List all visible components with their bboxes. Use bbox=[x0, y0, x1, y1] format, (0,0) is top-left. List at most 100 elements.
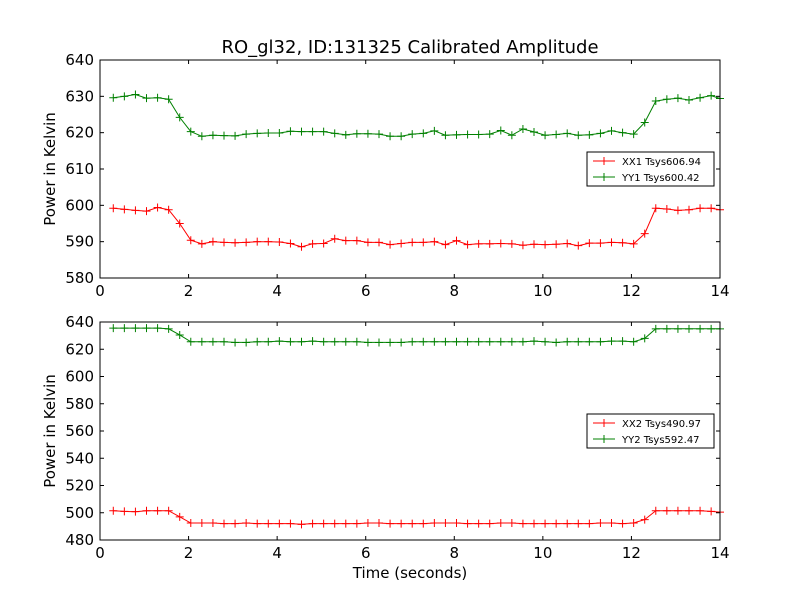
subplot-2-legend-label: YY2 Tsys592.47 bbox=[621, 435, 700, 446]
subplot-1-series-2-point bbox=[253, 129, 262, 138]
subplot-2-y-tick-label: 600 bbox=[65, 368, 94, 386]
subplot-1-series-2 bbox=[109, 90, 724, 141]
subplot-2-series-1-point bbox=[131, 507, 140, 516]
subplot-2-series-2-point bbox=[308, 337, 317, 346]
subplot-2-series-1-point bbox=[474, 519, 483, 528]
subplot-1-series-1-point bbox=[419, 238, 428, 247]
subplot-2-series-2-point bbox=[330, 337, 339, 346]
subplot-2-series-2-point bbox=[275, 337, 284, 346]
subplot-2-series-1-point bbox=[685, 506, 693, 515]
subplot-1-series-2-point bbox=[175, 113, 184, 122]
subplot-1-series-1-point bbox=[164, 205, 173, 214]
subplot-2-series-1-point bbox=[264, 519, 273, 528]
subplot-1-series-2-point bbox=[685, 95, 693, 104]
subplot-1-series-2-point bbox=[662, 95, 671, 104]
subplot-2-series-2-point bbox=[419, 337, 428, 346]
subplot-2-series-1-point bbox=[142, 506, 151, 515]
subplot-1-y-tick-label: 580 bbox=[65, 269, 94, 287]
subplot-2-series-2-point bbox=[563, 337, 572, 346]
subplot-1-series-1-point bbox=[297, 242, 306, 251]
subplot-2-legend-label: XX2 Tsys490.97 bbox=[622, 419, 701, 430]
subplot-2-series-1-point bbox=[220, 519, 228, 528]
subplot-2-series-2-point bbox=[109, 324, 118, 333]
subplot-1-series-2-point bbox=[286, 127, 295, 136]
subplot-2-series-1-point bbox=[463, 519, 472, 528]
subplot-1: 0 2 4 6 8 10 12 14 580 590 600 610 620 630 640 Power in… bbox=[41, 51, 730, 300]
subplot-1-series-2-point bbox=[186, 127, 195, 136]
subplot-1-series-2-point bbox=[275, 129, 284, 138]
subplot-1-series-1-point bbox=[496, 239, 505, 248]
subplot-1-legend-marker bbox=[600, 173, 608, 181]
subplot-1-series-1-point bbox=[319, 239, 328, 248]
subplot-2-series-2-point bbox=[696, 324, 705, 333]
subplot-2-series-2-point bbox=[685, 324, 693, 333]
subplot-2-x-tick-label: 12 bbox=[622, 544, 641, 562]
subplot-1-series-2-point bbox=[419, 129, 428, 138]
subplot-1-legend: XX1 Tsys606.94 YY1 Tsys600.42 bbox=[586, 151, 715, 187]
subplot-1-series-1-point bbox=[352, 236, 361, 245]
subplot-2-series-2-point bbox=[408, 337, 417, 346]
subplot-2-series-2-point bbox=[352, 337, 361, 346]
subplot-2-series-2-point bbox=[286, 337, 295, 346]
subplot-1-series-1-point bbox=[518, 241, 527, 250]
subplot-1-series-2-point bbox=[463, 130, 472, 139]
subplot-2-series-2-point bbox=[397, 338, 406, 347]
subplot-1-y-tick-label: 630 bbox=[65, 87, 94, 105]
subplot-1-series-1-point bbox=[541, 240, 550, 249]
subplot-2-series-2-point bbox=[441, 337, 450, 346]
subplot-1-series-1-point bbox=[308, 239, 317, 248]
subplot-2-series-1-point bbox=[673, 506, 682, 515]
subplot-1-series-1-point bbox=[585, 239, 594, 248]
subplot-1-series-1-point bbox=[629, 239, 638, 248]
subplot-2-series-1-point bbox=[363, 518, 372, 527]
subplot-2-series-1-point bbox=[563, 519, 572, 528]
subplot-1-series-2-point bbox=[164, 95, 173, 104]
subplot-2-series-2-point bbox=[618, 337, 627, 346]
subplot-1-series-1-point bbox=[430, 237, 439, 246]
subplot-1-series-2-point bbox=[352, 129, 361, 138]
figure-title: RO_gl32, ID:131325 Calibrated Amplitude bbox=[221, 37, 598, 58]
subplot-1-legend-label: XX1 Tsys606.94 bbox=[622, 157, 701, 168]
subplot-1-x-tick-label: 10 bbox=[533, 282, 552, 300]
subplot-1-series-2-point bbox=[452, 130, 461, 139]
subplot-2-series-1-point bbox=[430, 518, 439, 527]
subplot-2-series-1-point bbox=[319, 519, 328, 528]
subplot-2-series-1-point bbox=[275, 519, 284, 528]
subplot-1-series-1-point bbox=[673, 206, 682, 215]
subplot-1-legend-marker bbox=[600, 157, 608, 165]
subplot-2-x-tick-label: 2 bbox=[184, 544, 194, 562]
subplot-1-series-2-point bbox=[408, 130, 417, 139]
subplot-1-x-tick-label: 14 bbox=[710, 282, 729, 300]
subplot-2-series-2-point bbox=[375, 338, 383, 347]
subplot-2-legend-marker bbox=[600, 435, 608, 443]
subplot-2-series-2-point bbox=[186, 337, 195, 346]
subplot-2-series-2-point bbox=[319, 337, 328, 346]
subplot-1-series-2-point bbox=[707, 91, 716, 100]
subplot-1-series-2-point bbox=[131, 90, 140, 99]
subplot-2-series-2-point bbox=[253, 337, 262, 346]
subplot-2-series-1-point bbox=[651, 506, 660, 515]
subplot-1-series-2-point bbox=[231, 131, 240, 140]
subplot-1-legend-label: YY1 Tsys600.42 bbox=[621, 173, 700, 184]
subplot-2-series-2-point bbox=[131, 324, 140, 333]
subplot-1-series-2-point bbox=[297, 127, 306, 136]
subplot-2: 0 2 4 6 8 10 12 14 480 500 520 540 560 580 600 620 640 Po… bbox=[41, 313, 730, 582]
subplot-2-series-1-point bbox=[197, 518, 206, 527]
subplot-2-series-1-point bbox=[707, 507, 716, 516]
subplot-1-series-2-point bbox=[220, 131, 228, 140]
subplot-2-series-1-point bbox=[186, 518, 195, 527]
subplot-2-series-2-point bbox=[164, 324, 173, 333]
subplot-2-legend: XX2 Tsys490.97 YY2 Tsys592.47 bbox=[586, 413, 715, 449]
subplot-1-series-2-point bbox=[264, 129, 273, 138]
subplot-2-x-tick-label: 4 bbox=[272, 544, 282, 562]
subplot-1-series-1-point bbox=[131, 206, 140, 215]
subplot-2-series-2-point bbox=[220, 337, 228, 346]
subplot-2-series-1-point bbox=[596, 518, 605, 527]
subplot-2-series-2-point bbox=[474, 337, 483, 346]
subplot-1-series-2-point bbox=[651, 97, 660, 106]
subplot-1-series-1-point bbox=[208, 237, 217, 246]
subplot-1-series-1-point bbox=[574, 241, 583, 250]
subplot-1-series-1-point bbox=[142, 207, 151, 216]
